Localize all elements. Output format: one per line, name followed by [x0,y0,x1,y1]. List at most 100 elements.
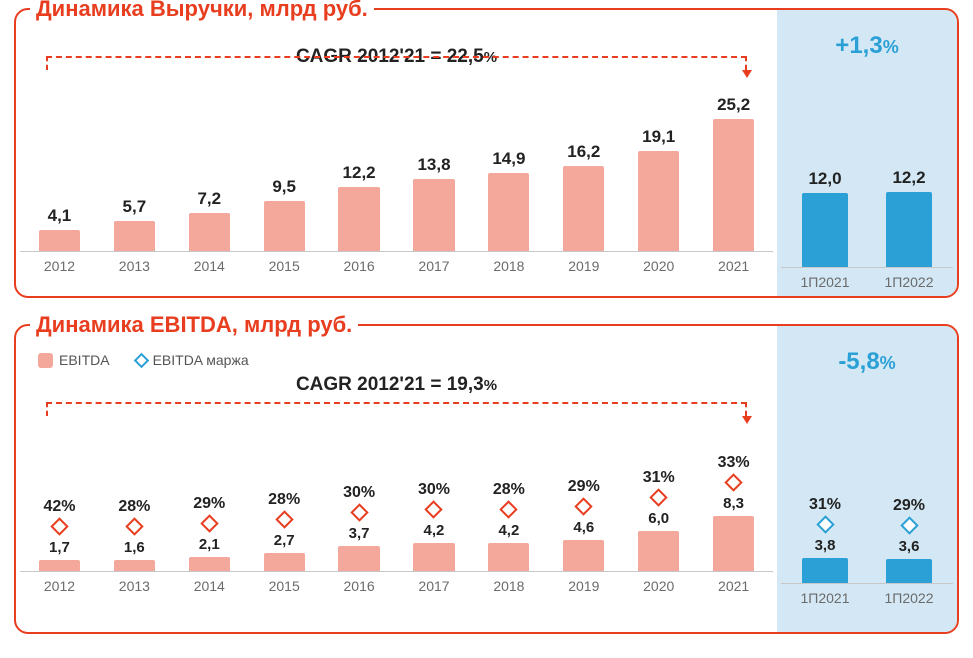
diamond-marker [350,504,368,522]
bar-cell: 5,7 [97,197,172,251]
x-label: 2019 [546,258,621,274]
revenue-cagr-text: CAGR 2012'21 = 22,5 [296,46,484,67]
diamond-marker [816,515,834,533]
legend-bar-icon [38,353,53,368]
x-label: 2017 [397,578,472,594]
bar [338,546,379,571]
bar [488,543,529,571]
margin-pct: 29% [568,478,600,496]
bar-value: 16,2 [567,142,600,162]
ebitda-delta: -5,8% [781,348,953,376]
ebitda-side-labels-row: 1П20211П2022 [781,584,953,614]
bar-cell: 31%6,0 [621,469,696,571]
bar [802,558,848,583]
bar-value: 3,8 [815,537,836,554]
bar [114,560,155,571]
bar-value: 8,3 [723,495,744,512]
bar [413,543,454,571]
margin-pct: 29% [893,497,925,515]
ebitda-body: EBITDA EBITDA маржа CAGR 2012'21 = 19,3%… [16,326,957,632]
ebitda-labels-row: 2012201320142015201620172018201920202021 [20,572,773,602]
diamond-marker [724,473,742,491]
x-label: 2014 [172,578,247,594]
ebitda-delta-pct: % [880,353,896,373]
margin-pct: 31% [643,469,675,487]
x-label: 2016 [322,578,397,594]
bar-cell: 14,9 [471,149,546,251]
bar [189,557,230,571]
bar [189,213,230,251]
revenue-cagr: CAGR 2012'21 = 22,5% [20,46,773,68]
bar-value: 2,7 [274,532,295,549]
ebitda-bars-row: 42%1,728%1,629%2,128%2,730%3,730%4,228%4… [20,412,773,572]
bar [638,151,679,251]
bar-cell: 12,0 [783,169,867,267]
bar-cell: 13,8 [397,155,472,251]
bar-value: 3,7 [349,525,370,542]
ebitda-panel: Динамика EBITDA, млрд руб. EBITDA EBITDA… [14,324,959,634]
ebitda-legend: EBITDA EBITDA маржа [20,342,773,372]
x-label: 1П2021 [783,274,867,290]
diamond-marker [275,510,293,528]
diamond-marker [50,517,68,535]
bar-value: 19,1 [642,127,675,147]
diamond-marker [125,518,143,536]
diamond-marker [575,498,593,516]
x-label: 2021 [696,578,771,594]
ebitda-side-area: -5,8% 31%3,829%3,6 1П20211П2022 [777,326,957,632]
bar [638,531,679,571]
diamond-marker [500,500,518,518]
x-label: 2019 [546,578,621,594]
x-label: 2015 [247,578,322,594]
ebitda-cagr-text: CAGR 2012'21 = 19,3 [296,374,484,395]
revenue-side-area: +1,3% 12,012,2 1П20211П2022 [777,10,957,296]
diamond-marker [425,500,443,518]
bar [713,119,754,251]
bar-value: 4,2 [498,522,519,539]
bar-value: 4,2 [424,522,445,539]
bar-cell: 9,5 [247,177,322,251]
diamond-marker [200,514,218,532]
bar-cell: 33%8,3 [696,454,771,571]
bar [39,230,80,251]
x-label: 2021 [696,258,771,274]
bar-cell: 30%3,7 [322,484,397,571]
bar-cell: 25,2 [696,95,771,251]
bar [338,187,379,251]
bar-cell: 30% 4,2 [397,481,472,571]
revenue-delta-pct: % [883,37,899,57]
bar-cell: 29%4,6 [546,478,621,571]
revenue-bars-row: 4,15,77,29,512,213,814,916,219,125,2 [20,92,773,252]
bar-cell: 12,2 [322,163,397,251]
cagr-arrow-head [742,70,752,78]
revenue-delta-text: +1,3 [835,32,882,59]
x-label: 2013 [97,258,172,274]
bar [264,201,305,251]
x-label: 2015 [247,258,322,274]
legend-bar-label: EBITDA [59,352,110,368]
diamond-marker [650,488,668,506]
margin-pct: 28% [493,481,525,499]
bar [713,516,754,571]
margin-pct: 30% [418,481,450,499]
x-label: 2013 [97,578,172,594]
bar-value: 5,7 [123,197,147,217]
diamond-marker [900,516,918,534]
bar-value: 25,2 [717,95,750,115]
bar-cell: 31%3,8 [783,496,867,583]
bar-value: 2,1 [199,536,220,553]
margin-pct: 42% [43,498,75,516]
bar-value: 1,7 [49,539,70,556]
bar [488,173,529,251]
revenue-side-labels-row: 1П20211П2022 [781,268,953,296]
x-label: 2020 [621,578,696,594]
x-label: 1П2022 [867,590,951,606]
revenue-labels-row: 2012201320142015201620172018201920202021 [20,252,773,282]
bar-cell: 28%2,7 [247,491,322,571]
bar-cell: 42% 1,7 [22,498,97,571]
x-label: 2012 [22,578,97,594]
bar-cell: 19,1 [621,127,696,251]
bar-value: 4,1 [48,206,72,226]
bar [39,560,80,571]
x-label: 2014 [172,258,247,274]
